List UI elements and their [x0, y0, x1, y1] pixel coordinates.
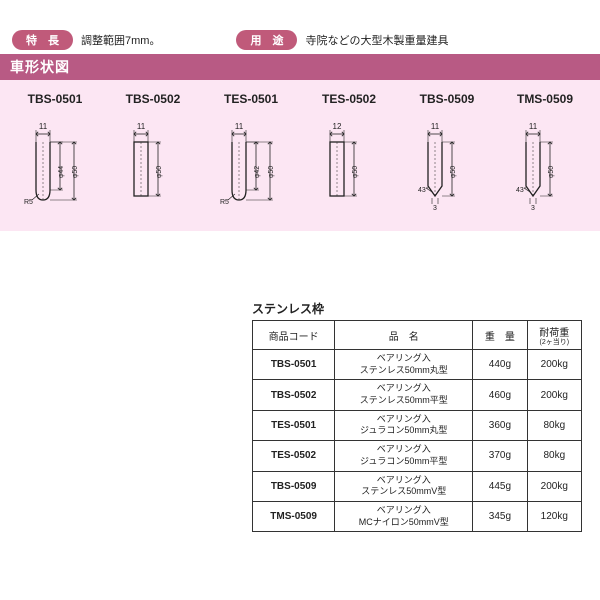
cell-load: 200kg: [527, 350, 581, 380]
diagram-TBS-0509: TBS-0509 11 43° 3 φ50: [400, 92, 494, 213]
diagram-label: TMS-0509: [498, 92, 592, 106]
table-title: ステンレス枠: [252, 300, 582, 317]
diagram-label: TES-0502: [302, 92, 396, 106]
svg-text:3: 3: [531, 205, 535, 210]
feature-text: 調整範囲7mm。: [81, 32, 160, 48]
svg-text:φ42: φ42: [254, 166, 261, 178]
svg-text:3: 3: [433, 205, 437, 210]
svg-text:11: 11: [529, 122, 538, 131]
table-row: TBS-0509ベアリング入ステンレス50mmV型445g200kg: [253, 471, 582, 501]
spec-table-wrap: ステンレス枠 商品コード 品 名 重 量 耐荷重 (2ヶ当り) TBS-0501…: [252, 300, 582, 532]
diagram-TBS-0502: TBS-0502 11 φ50: [106, 92, 200, 213]
cell-weight: 460g: [473, 380, 527, 410]
diagram-TES-0501: TES-0501 11 R5 φ42 φ50: [204, 92, 298, 213]
svg-text:43°: 43°: [418, 186, 429, 194]
header-row: 特 長 調整範囲7mm。 用 途 寺院などの大型木製重量建具: [0, 0, 600, 54]
cell-load: 200kg: [527, 471, 581, 501]
spec-table: 商品コード 品 名 重 量 耐荷重 (2ヶ当り) TBS-0501ベアリング入ス…: [252, 320, 582, 532]
diagram-svg: 11 43° 3 φ50: [406, 120, 488, 210]
cell-code: TES-0501: [253, 410, 335, 440]
cell-name: ベアリング入MCナイロン50mmV型: [335, 501, 473, 531]
svg-text:R5: R5: [220, 199, 229, 206]
cell-weight: 360g: [473, 410, 527, 440]
cell-weight: 370g: [473, 441, 527, 471]
svg-text:φ44: φ44: [58, 166, 65, 178]
diagram-band: TBS-0501 11 R5 φ44 φ50 TBS-0502 11 φ50 TES-0501 1…: [0, 80, 600, 231]
th-code: 商品コード: [253, 321, 335, 350]
table-row: TES-0502ベアリング入ジュラコン50mm平型370g80kg: [253, 441, 582, 471]
svg-text:R5: R5: [24, 199, 33, 206]
cell-name: ベアリング入ステンレス50mmV型: [335, 471, 473, 501]
diagram-svg: 11 R5 φ44 φ50: [14, 120, 96, 210]
cell-load: 120kg: [527, 501, 581, 531]
feature-pill: 特 長: [12, 30, 73, 50]
th-load: 耐荷重 (2ヶ当り): [527, 321, 581, 350]
cell-load: 80kg: [527, 441, 581, 471]
diagram-label: TBS-0509: [400, 92, 494, 106]
svg-text:φ50: φ50: [450, 166, 457, 178]
cell-load: 200kg: [527, 380, 581, 410]
svg-text:φ50: φ50: [268, 166, 275, 178]
svg-text:11: 11: [431, 122, 440, 131]
svg-text:11: 11: [39, 122, 48, 131]
cell-name: ベアリング入ジュラコン50mm丸型: [335, 410, 473, 440]
svg-text:φ50: φ50: [548, 166, 555, 178]
cell-code: TES-0502: [253, 441, 335, 471]
table-row: TMS-0509ベアリング入MCナイロン50mmV型345g120kg: [253, 501, 582, 531]
svg-text:12: 12: [333, 122, 342, 131]
svg-text:11: 11: [235, 122, 244, 131]
svg-text:φ50: φ50: [156, 166, 163, 178]
use-text: 寺院などの大型木製重量建具: [305, 32, 448, 48]
svg-text:11: 11: [137, 122, 146, 131]
diagram-TES-0502: TES-0502 12 φ50: [302, 92, 396, 213]
cell-code: TBS-0509: [253, 471, 335, 501]
cell-name: ベアリング入ジュラコン50mm平型: [335, 441, 473, 471]
svg-text:φ50: φ50: [72, 166, 79, 178]
svg-text:φ50: φ50: [352, 166, 359, 178]
diagram-svg: 12 φ50: [308, 120, 390, 210]
cell-name: ベアリング入ステンレス50mm丸型: [335, 350, 473, 380]
use-pill: 用 途: [236, 30, 297, 50]
diagram-svg: 11 R5 φ42 φ50: [210, 120, 292, 210]
cell-load: 80kg: [527, 410, 581, 440]
diagram-label: TBS-0501: [8, 92, 102, 106]
cell-code: TBS-0501: [253, 350, 335, 380]
section-title: 車形状図: [0, 54, 600, 80]
th-name: 品 名: [335, 321, 473, 350]
diagram-label: TBS-0502: [106, 92, 200, 106]
diagram-TBS-0501: TBS-0501 11 R5 φ44 φ50: [8, 92, 102, 213]
cell-name: ベアリング入ステンレス50mm平型: [335, 380, 473, 410]
th-weight: 重 量: [473, 321, 527, 350]
diagram-label: TES-0501: [204, 92, 298, 106]
table-row: TBS-0501ベアリング入ステンレス50mm丸型440g200kg: [253, 350, 582, 380]
diagram-svg: 11 43° 3 φ50: [504, 120, 586, 210]
cell-weight: 440g: [473, 350, 527, 380]
diagram-svg: 11 φ50: [112, 120, 194, 210]
diagram-TMS-0509: TMS-0509 11 43° 3 φ50: [498, 92, 592, 213]
cell-code: TMS-0509: [253, 501, 335, 531]
cell-weight: 445g: [473, 471, 527, 501]
cell-weight: 345g: [473, 501, 527, 531]
svg-text:43°: 43°: [516, 186, 527, 194]
table-row: TBS-0502ベアリング入ステンレス50mm平型460g200kg: [253, 380, 582, 410]
cell-code: TBS-0502: [253, 380, 335, 410]
table-row: TES-0501ベアリング入ジュラコン50mm丸型360g80kg: [253, 410, 582, 440]
